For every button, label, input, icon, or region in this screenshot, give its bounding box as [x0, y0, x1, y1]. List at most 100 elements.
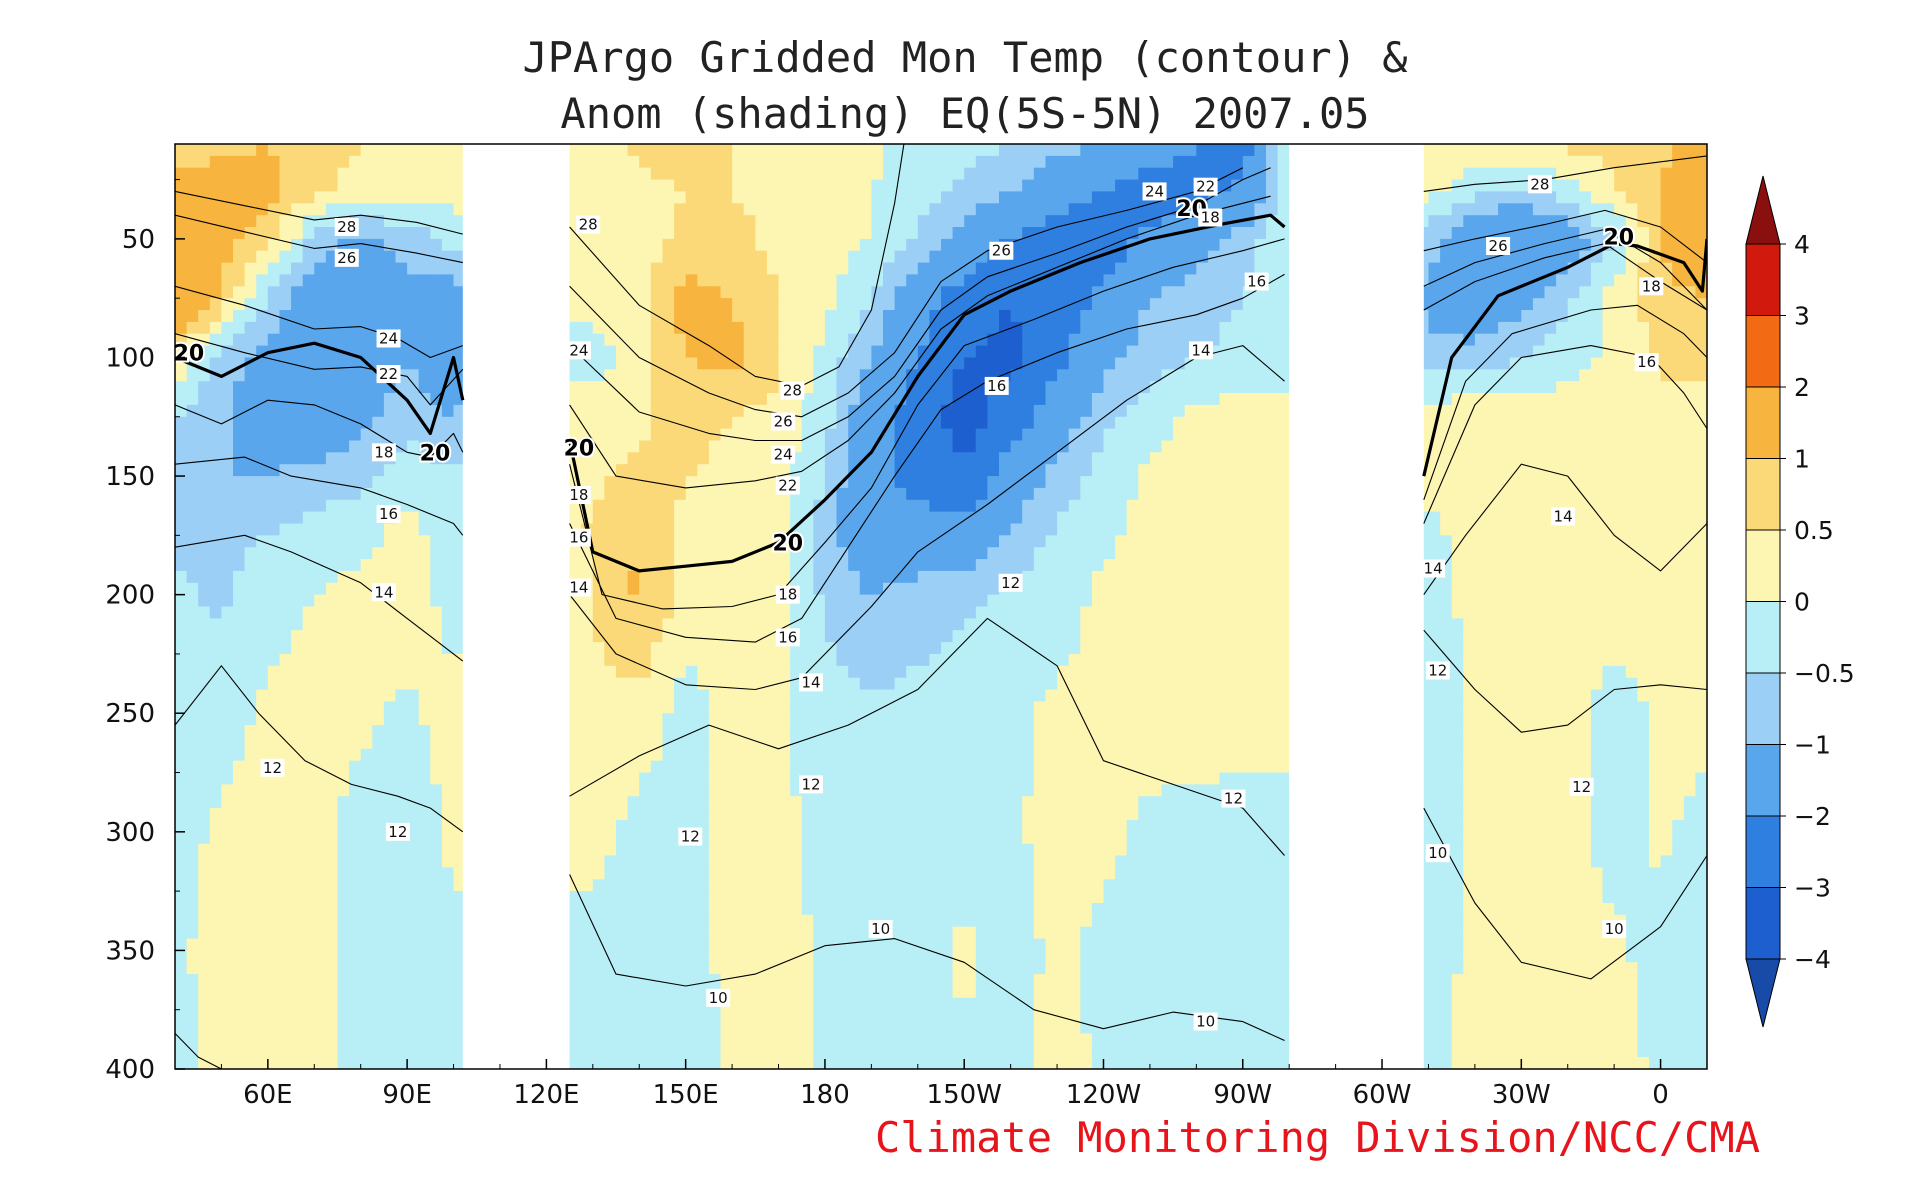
- anomaly-cell: [1277, 274, 1290, 288]
- anomaly-cell: [221, 286, 234, 299]
- anomaly-cell: [279, 570, 292, 584]
- anomaly-cell: [441, 582, 455, 596]
- anomaly-cell: [360, 559, 374, 572]
- anomaly-cell: [1695, 428, 1707, 442]
- anomaly-cell: [256, 144, 269, 157]
- anomaly-cell: [430, 310, 443, 323]
- anomaly-cell: [302, 345, 316, 359]
- anomaly-cell: [627, 167, 640, 181]
- anomaly-cell: [952, 250, 965, 264]
- anomaly-cell: [581, 262, 594, 276]
- anomaly-cell: [1463, 464, 1476, 477]
- anomaly-cell: [1428, 144, 1441, 157]
- anomaly-cell: [1010, 144, 1023, 157]
- anomaly-cell: [1277, 535, 1290, 548]
- anomaly-cell: [604, 262, 617, 276]
- anomaly-cell: [1219, 511, 1232, 525]
- anomaly-cell: [1544, 286, 1557, 299]
- anomaly-cell: [407, 416, 420, 430]
- anomaly-cell: [1509, 499, 1523, 513]
- anomaly-cell: [1091, 238, 1105, 252]
- anomaly-cell: [1266, 416, 1279, 430]
- anomaly-cell: [175, 155, 188, 169]
- anomaly-cell: [372, 464, 385, 477]
- anomaly-cell: [1173, 250, 1186, 264]
- anomaly-cell: [175, 523, 188, 537]
- anomaly-cell: [1428, 227, 1441, 240]
- anomaly-cell: [1474, 250, 1488, 264]
- anomaly-cell: [1474, 144, 1488, 157]
- anomaly-cell: [697, 298, 710, 311]
- anomaly-cell: [778, 547, 791, 560]
- anomaly-cell: [1103, 179, 1116, 193]
- anomaly-cell: [1103, 464, 1116, 477]
- anomaly-cell: [1045, 404, 1058, 418]
- anomaly-cell: [1149, 416, 1163, 430]
- anomaly-cell: [1057, 238, 1070, 252]
- anomaly-cell: [198, 464, 211, 477]
- anomaly-cell: [778, 499, 791, 513]
- anomaly-cell: [1556, 381, 1569, 394]
- anomaly-cell: [987, 144, 1000, 157]
- anomaly-cell: [720, 381, 733, 394]
- anomaly-cell: [1068, 428, 1082, 442]
- anomaly-cell: [337, 321, 350, 335]
- anomaly-cell: [581, 559, 594, 572]
- anomaly-cell: [801, 499, 815, 513]
- anomaly-cell: [801, 345, 815, 359]
- anomaly-cell: [325, 404, 339, 418]
- anomaly-cell: [430, 440, 443, 454]
- anomaly-cell: [186, 262, 199, 276]
- anomaly-cell: [1196, 523, 1209, 537]
- anomaly-cell: [453, 286, 466, 299]
- anomaly-cell: [1173, 155, 1186, 169]
- anomaly-cell: [952, 570, 965, 584]
- anomaly-cell: [1556, 357, 1569, 371]
- anomaly-cell: [975, 250, 989, 264]
- anomaly-cell: [848, 416, 861, 430]
- anomaly-cell: [383, 191, 397, 205]
- anomaly-cell: [256, 333, 269, 347]
- anomaly-cell: [1625, 452, 1639, 465]
- anomaly-cell: [1161, 215, 1174, 228]
- anomaly-cell: [1544, 357, 1557, 371]
- anomaly-cell: [999, 393, 1012, 406]
- anomaly-cell: [627, 179, 640, 193]
- anomaly-cell: [987, 452, 1000, 465]
- anomaly-cell: [1033, 393, 1047, 406]
- anomaly-cell: [859, 499, 873, 513]
- anomaly-cell: [349, 476, 362, 489]
- anomaly-cell: [418, 440, 432, 454]
- anomaly-cell: [186, 298, 199, 311]
- anomaly-cell: [395, 298, 408, 311]
- anomaly-cell: [175, 452, 188, 465]
- anomaly-cell: [708, 416, 722, 430]
- anomaly-cell: [778, 250, 791, 264]
- anomaly-cell: [337, 298, 350, 311]
- anomaly-cell: [1567, 274, 1581, 288]
- anomaly-cell: [871, 310, 884, 323]
- anomaly-cell: [813, 535, 826, 548]
- anomaly-cell: [407, 250, 420, 264]
- anomaly-cell: [1509, 559, 1523, 572]
- anomaly-cell: [1649, 238, 1662, 252]
- anomaly-cell: [314, 416, 327, 430]
- anomaly-cell: [778, 570, 791, 584]
- anomaly-cell: [1556, 274, 1569, 288]
- anomaly-cell: [1277, 559, 1290, 572]
- anomaly-cell: [1649, 333, 1662, 347]
- anomaly-cell: [1219, 333, 1232, 347]
- anomaly-cell: [175, 238, 188, 252]
- anomaly-cell: [1207, 310, 1221, 323]
- anomaly-cell: [627, 452, 640, 465]
- anomaly-cell: [244, 274, 257, 288]
- anomaly-cell: [1057, 428, 1070, 442]
- anomaly-cell: [1683, 310, 1697, 323]
- anomaly-cell: [941, 381, 954, 394]
- anomaly-cell: [175, 404, 188, 418]
- anomaly-cell: [314, 167, 327, 181]
- anomaly-cell: [592, 381, 606, 394]
- anomaly-cell: [929, 238, 942, 252]
- anomaly-cell: [778, 238, 791, 252]
- anomaly-cell: [1091, 523, 1105, 537]
